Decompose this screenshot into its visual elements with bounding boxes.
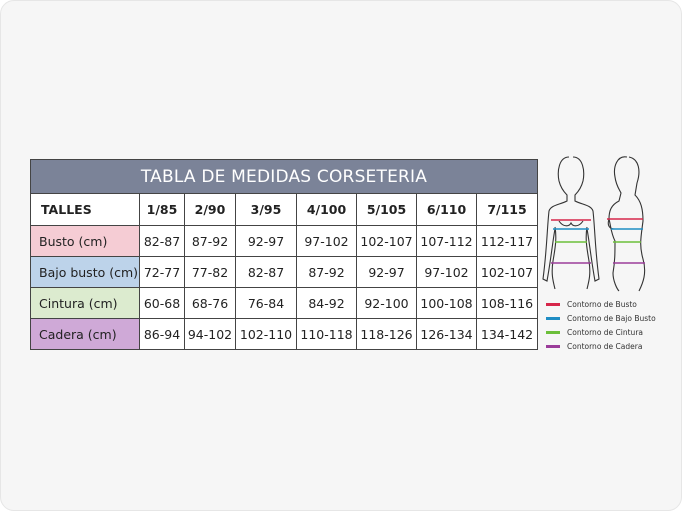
table-cell: 72-77 bbox=[139, 256, 185, 288]
table-cell: 100-108 bbox=[416, 287, 477, 319]
header-cell: 3/95 bbox=[235, 193, 297, 226]
table-cell: 92-100 bbox=[356, 287, 417, 319]
header-cell: 5/105 bbox=[356, 193, 417, 226]
legend-label: Contorno de Cadera bbox=[567, 341, 643, 351]
legend-item: Contorno de Cadera bbox=[546, 339, 656, 353]
table-cell: 134-142 bbox=[476, 318, 538, 350]
header-row: TALLES 1/85 2/90 3/95 4/100 5/105 6/110 7/115 bbox=[30, 193, 538, 226]
table-cell: 82-87 bbox=[235, 256, 297, 288]
header-cell: 6/110 bbox=[416, 193, 477, 226]
row-label: Bajo busto (cm) bbox=[30, 256, 140, 288]
row-label: Cintura (cm) bbox=[30, 287, 140, 319]
table-cell: 102-107 bbox=[476, 256, 538, 288]
legend-swatch bbox=[546, 330, 560, 334]
table-cell: 97-102 bbox=[416, 256, 477, 288]
legend-label: Contorno de Bajo Busto bbox=[567, 313, 656, 323]
table-cell: 76-84 bbox=[235, 287, 297, 319]
legend-label: Contorno de Busto bbox=[567, 299, 637, 309]
table-cell: 94-102 bbox=[184, 318, 236, 350]
table-cell: 82-87 bbox=[139, 225, 185, 257]
table-body: TABLA DE MEDIDAS CORSETERIA TALLES 1/85 2/… bbox=[30, 159, 538, 350]
table-cell: 92-97 bbox=[235, 225, 297, 257]
header-cell: 7/115 bbox=[476, 193, 538, 226]
table-cell: 107-112 bbox=[416, 225, 477, 257]
legend-item: Contorno de Busto bbox=[546, 297, 656, 311]
table-row: Cadera (cm) 86-94 94-102 102-110 110-118 118-… bbox=[30, 318, 538, 350]
header-cell: 1/85 bbox=[139, 193, 185, 226]
table-cell: 126-134 bbox=[416, 318, 477, 350]
table-cell: 118-126 bbox=[356, 318, 417, 350]
header-cell: 2/90 bbox=[184, 193, 236, 226]
legend-swatch bbox=[546, 344, 560, 348]
table-cell: 87-92 bbox=[184, 225, 236, 257]
table-cell: 68-76 bbox=[184, 287, 236, 319]
header-cell: TALLES bbox=[30, 193, 140, 226]
front-torso bbox=[551, 226, 591, 290]
body-figures bbox=[542, 156, 646, 292]
table-cell: 102-107 bbox=[356, 225, 417, 257]
table-cell: 102-110 bbox=[235, 318, 297, 350]
row-label: Busto (cm) bbox=[30, 225, 140, 257]
table-cell: 60-68 bbox=[139, 287, 185, 319]
row-label: Cadera (cm) bbox=[30, 318, 140, 350]
table-row: Bajo busto (cm) 72-77 77-82 82-87 87-92 92-97… bbox=[30, 256, 538, 288]
table-cell: 112-117 bbox=[476, 225, 538, 257]
table-row: Busto (cm) 82-87 87-92 92-97 97-102 102-107 10… bbox=[30, 225, 538, 257]
front-bust bbox=[558, 220, 584, 227]
front-left bbox=[542, 156, 570, 282]
table-cell: 86-94 bbox=[139, 318, 185, 350]
legend-item: Contorno de Bajo Busto bbox=[546, 311, 656, 325]
table-cell: 110-118 bbox=[296, 318, 357, 350]
legend-label: Contorno de Cintura bbox=[567, 327, 643, 337]
title-row: TABLA DE MEDIDAS CORSETERIA bbox=[30, 159, 538, 194]
legend-swatch bbox=[546, 316, 560, 320]
side-front bbox=[608, 156, 628, 292]
table-title: TABLA DE MEDIDAS CORSETERIA bbox=[30, 159, 538, 194]
table-cell: 92-97 bbox=[356, 256, 417, 288]
table-cell: 77-82 bbox=[184, 256, 236, 288]
table-cell: 87-92 bbox=[296, 256, 357, 288]
table-cell: 84-92 bbox=[296, 287, 357, 319]
legend: Contorno de Busto Contorno de Bajo Busto C… bbox=[546, 297, 656, 353]
legend-item: Contorno de Cintura bbox=[546, 325, 656, 339]
table-row: Cintura (cm) 60-68 68-76 76-84 84-92 92-100 10… bbox=[30, 287, 538, 319]
front-right bbox=[572, 156, 600, 282]
header-cell: 4/100 bbox=[296, 193, 357, 226]
legend-swatch bbox=[546, 302, 560, 306]
side-back bbox=[628, 156, 646, 292]
table-cell: 97-102 bbox=[296, 225, 357, 257]
size-table: TABLA DE MEDIDAS CORSETERIA TALLES 1/85 2/… bbox=[30, 159, 538, 350]
table-cell: 108-116 bbox=[476, 287, 538, 319]
